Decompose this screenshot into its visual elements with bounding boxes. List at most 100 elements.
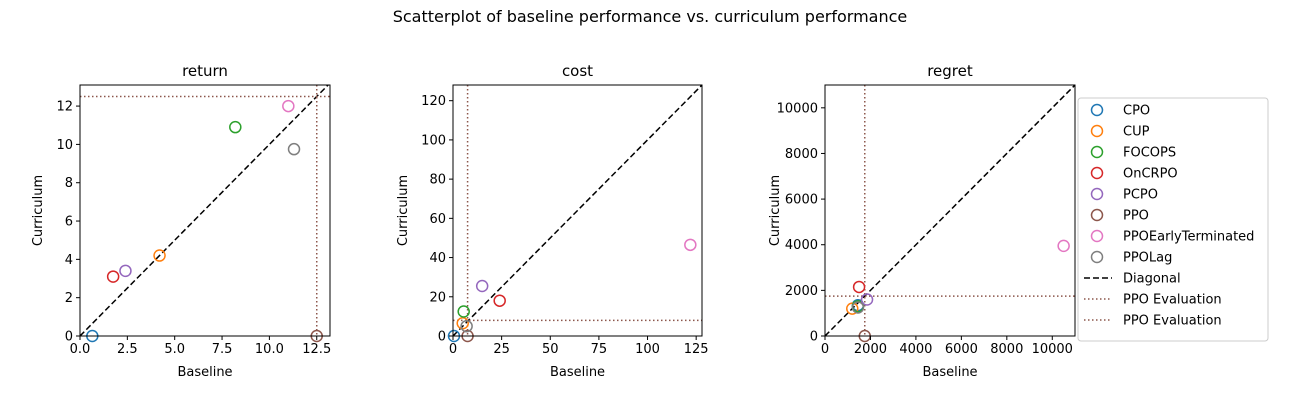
point-ppolag <box>851 301 865 314</box>
legend-marker <box>1090 250 1104 264</box>
point-focops <box>457 305 470 318</box>
point-cup <box>456 317 469 330</box>
y-tick-label: 80 <box>429 173 446 188</box>
x-tick-label: 2000 <box>854 342 887 357</box>
point-cup <box>153 249 166 262</box>
legend-label: PPO Evaluation <box>1123 314 1222 329</box>
y-tick-label: 4000 <box>785 238 818 253</box>
x-tick-label: 50 <box>542 342 559 357</box>
x-tick-label: 6000 <box>945 342 978 357</box>
axes-frame <box>452 84 703 337</box>
y-tick-label: 4 <box>65 253 73 268</box>
legend-label: PCPO <box>1123 188 1158 203</box>
diagonal-line <box>80 85 330 336</box>
legend-entry-ppo-evaluation: PPO Evaluation <box>1084 314 1222 329</box>
x-tick-label: 0 <box>821 342 829 357</box>
x-tick-label: 7.5 <box>212 342 233 357</box>
point-ppolag <box>287 142 301 156</box>
point-pcpo <box>475 279 489 293</box>
legend-entry-diagonal: Diagonal <box>1084 272 1181 287</box>
diagonal-line <box>825 85 1075 336</box>
legend-entry-ppo: PPO <box>1090 209 1149 224</box>
legend-label: PPO Evaluation <box>1123 293 1222 308</box>
y-tick-label: 0 <box>65 330 73 345</box>
y-tick-label: 20 <box>429 290 446 305</box>
point-ppoearlyterminated <box>684 238 697 252</box>
legend-label: PPOEarlyTerminated <box>1123 230 1254 245</box>
legend-entry-oncrpo: OnCRPO <box>1090 166 1178 182</box>
x-tick-label: 8000 <box>990 342 1023 357</box>
x-tick-label: 5.0 <box>164 342 185 357</box>
legend-label: PPO <box>1123 209 1149 224</box>
legend-entry-ppoearlyterminated: PPOEarlyTerminated <box>1090 229 1254 245</box>
legend-label: PPOLag <box>1123 251 1172 266</box>
y-tick-label: 40 <box>429 251 446 266</box>
legend-marker <box>1090 166 1104 180</box>
subplot-cost: 0 25 50 75 100 125 0 20 40 60 80 100 120 cost Baseline… <box>396 62 709 380</box>
subplot-regret: 0 2000 4000 6000 8000 10000 0 2000 4000 6000 8000 1… <box>768 62 1076 380</box>
point-oncrpo <box>106 270 120 283</box>
subplot-return: 0.0 2.5 5.0 7.5 10.0 12.5 0 2 4 6 8 10 12 return Basel… <box>31 62 331 380</box>
y-axis-label: Curriculum <box>31 175 46 246</box>
point-pcpo <box>860 293 874 306</box>
subplot-title: regret <box>927 62 973 80</box>
point-oncrpo <box>493 294 506 307</box>
subplot-title: cost <box>562 62 593 80</box>
x-tick-label: 10000 <box>1032 342 1073 357</box>
y-axis-label: Curriculum <box>396 175 411 246</box>
legend-marker <box>1090 187 1104 201</box>
x-tick-label: 0 <box>449 342 457 357</box>
legend-entry-focops: FOCOPS <box>1090 146 1176 161</box>
x-tick-label: 0.0 <box>70 342 91 357</box>
y-tick-label: 120 <box>421 94 446 109</box>
x-tick-label: 25 <box>493 342 510 357</box>
point-ppoearlyterminated <box>1057 239 1070 253</box>
x-axis-label: Baseline <box>550 365 605 380</box>
legend-label: CUP <box>1123 125 1150 140</box>
x-axis-label: Baseline <box>922 365 977 380</box>
legend-label: OnCRPO <box>1123 167 1178 182</box>
figure-title: Scatterplot of baseline performance vs. … <box>393 7 908 26</box>
legend-label: FOCOPS <box>1123 146 1176 161</box>
legend-entry-pcpo: PCPO <box>1090 187 1158 203</box>
axes-frame <box>79 84 331 337</box>
x-axis-label: Baseline <box>177 365 232 380</box>
x-tick-label: 125 <box>684 342 709 357</box>
y-tick-label: 8 <box>65 176 73 191</box>
legend-entry-ppolag: PPOLag <box>1090 250 1172 266</box>
point-pcpo <box>119 264 132 278</box>
y-tick-label: 6 <box>65 215 73 230</box>
y-tick-label: 8000 <box>785 147 818 162</box>
x-tick-label: 12.5 <box>302 342 331 357</box>
y-tick-label: 10 <box>56 138 73 153</box>
x-tick-label: 75 <box>591 342 608 357</box>
x-tick-label: 4000 <box>899 342 932 357</box>
axes-frame <box>824 84 1076 337</box>
y-tick-label: 12 <box>56 100 73 115</box>
y-tick-label: 100 <box>421 133 446 148</box>
plot-area <box>80 85 330 336</box>
subplot-title: return <box>182 62 228 80</box>
legend-marker <box>1090 229 1104 243</box>
y-tick-label: 10000 <box>777 101 818 116</box>
legend-frame <box>1077 97 1269 342</box>
y-tick-label: 0 <box>438 330 446 345</box>
x-tick-label: 10.0 <box>255 342 284 357</box>
legend-label: Diagonal <box>1123 272 1181 287</box>
plot-area <box>453 85 702 336</box>
legend: CPO CUP FOCOPS OnCRPO PCPO PPO PPOEarlyTermina… <box>1077 97 1269 342</box>
legend-marker <box>1090 124 1104 138</box>
legend-marker <box>1090 103 1104 117</box>
point-ppolag <box>460 319 473 333</box>
legend-entry-cup: CUP <box>1090 124 1150 140</box>
point-oncrpo <box>852 280 866 294</box>
y-tick-label: 6000 <box>785 193 818 208</box>
x-tick-label: 100 <box>635 342 660 357</box>
y-axis-label: Curriculum <box>768 175 783 246</box>
point-ppoearlyterminated <box>282 99 295 113</box>
legend-entry-cpo: CPO <box>1090 103 1150 119</box>
y-tick-label: 0 <box>810 330 818 345</box>
point-cup <box>846 302 859 315</box>
legend-label: CPO <box>1123 104 1150 119</box>
